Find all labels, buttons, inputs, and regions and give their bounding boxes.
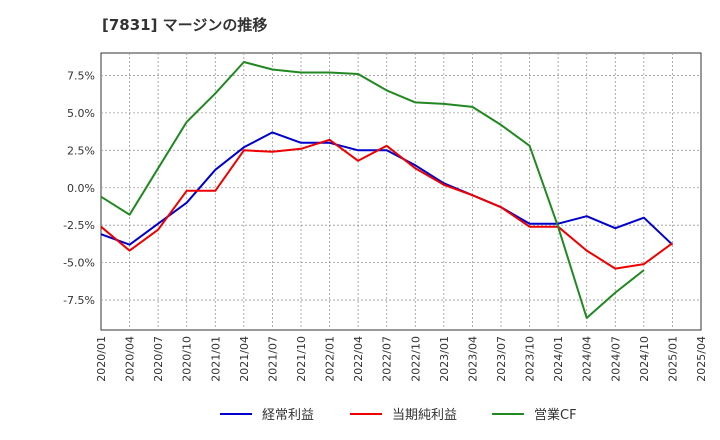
- x-tick-label: 2024/01: [552, 336, 565, 382]
- x-tick-label: 2020/10: [181, 336, 194, 382]
- legend-label: 営業CF: [534, 407, 577, 423]
- x-tick-label: 2024/04: [581, 336, 594, 382]
- y-tick-label: 0.0%: [67, 182, 95, 195]
- x-tick-label: 2023/01: [438, 336, 451, 382]
- x-tick-label: 2022/10: [409, 336, 422, 382]
- x-tick-label: 2022/01: [324, 336, 337, 382]
- y-tick-label: 7.5%: [67, 69, 95, 82]
- y-tick-label: 5.0%: [67, 107, 95, 120]
- x-tick-label: 2020/04: [124, 336, 137, 382]
- x-axis-ticks: 2020/01 2020/04 2020/07 2020/10 2021/01 2021/…: [95, 336, 708, 382]
- y-tick-label: -7.5%: [63, 294, 95, 307]
- x-tick-label: 2021/01: [209, 336, 222, 382]
- x-tick-label: 2021/04: [238, 336, 251, 382]
- chart-title: [7831] マージンの推移: [102, 16, 268, 34]
- y-tick-label: -5.0%: [63, 257, 95, 270]
- x-tick-label: 2020/07: [152, 336, 165, 382]
- x-tick-label: 2022/04: [352, 336, 365, 382]
- legend-label: 経常利益: [262, 408, 314, 423]
- horizontal-gridlines: [101, 75, 701, 301]
- legend-label: 当期純利益: [392, 408, 457, 423]
- series-line-3: [100, 61, 645, 319]
- legend: 経常利益 当期純利益 営業CF: [220, 407, 577, 423]
- y-tick-label: 2.5%: [67, 144, 95, 157]
- x-tick-label: 2025/01: [666, 336, 679, 382]
- series-line-2: [100, 138, 673, 270]
- x-tick-label: 2024/10: [638, 336, 651, 382]
- x-tick-label: 2023/07: [495, 336, 508, 382]
- x-tick-label: 2022/07: [381, 336, 394, 382]
- series-lines: [100, 61, 674, 319]
- x-tick-label: 2021/07: [266, 336, 279, 382]
- x-tick-label: 2023/10: [524, 336, 537, 382]
- y-tick-label: -2.5%: [63, 219, 95, 232]
- x-tick-label: 2020/01: [95, 336, 108, 382]
- x-tick-label: 2024/07: [609, 336, 622, 382]
- x-tick-label: 2021/10: [295, 336, 308, 382]
- x-tick-label: 2023/04: [466, 336, 479, 382]
- y-axis-ticks: 7.5% 5.0% 2.5% 0.0% -2.5% -5.0% -7.5%: [63, 69, 95, 307]
- x-tick-label: 2025/04: [695, 336, 708, 382]
